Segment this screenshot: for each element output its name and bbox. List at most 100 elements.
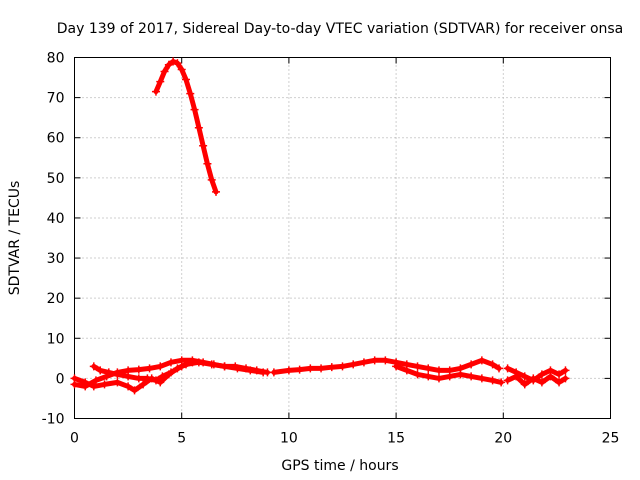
data-point [134, 374, 143, 383]
data-point [467, 372, 476, 381]
data-point [456, 370, 465, 379]
data-point [338, 362, 347, 371]
data-point [467, 360, 476, 369]
data-point [113, 378, 122, 387]
data-point [145, 364, 154, 373]
data-point [349, 360, 358, 369]
x-tick-label: 20 [494, 431, 512, 447]
data-point [246, 366, 255, 375]
x-tick-label: 0 [70, 431, 79, 447]
data-point [100, 380, 109, 389]
data-point [327, 363, 336, 372]
data-point [413, 370, 422, 379]
data-point [259, 368, 268, 377]
data-point [488, 360, 497, 369]
x-tick-label: 10 [280, 431, 298, 447]
series-trace-b [70, 358, 268, 395]
data-point [199, 141, 208, 150]
x-tick-label: 25 [602, 431, 620, 447]
data-point [124, 372, 133, 381]
data-point [477, 374, 486, 383]
plot-frame [74, 57, 611, 419]
data-point [166, 368, 175, 377]
data-point [151, 87, 160, 96]
data-point [160, 67, 169, 76]
data-point [177, 65, 186, 74]
y-axis-title: SDTVAR / TECUs [7, 181, 23, 296]
series-trace-g [503, 372, 570, 389]
data-point [156, 362, 165, 371]
data-point [177, 362, 186, 371]
data-point [359, 358, 368, 367]
y-tick-label: 50 [47, 171, 65, 187]
data-point [295, 365, 304, 374]
data-point [151, 376, 160, 385]
data-point [495, 364, 504, 373]
series-trace-e [392, 362, 506, 387]
data-point [381, 356, 390, 365]
data-point [370, 356, 379, 365]
data-point [537, 378, 546, 387]
y-tick-label: 20 [47, 291, 65, 307]
data-point [503, 364, 512, 373]
data-point [169, 57, 178, 66]
data-point [424, 364, 433, 373]
x-tick-label: 15 [387, 431, 405, 447]
data-point [488, 376, 497, 385]
data-point [89, 362, 98, 371]
data-point [89, 382, 98, 391]
series-trace-c [89, 358, 197, 385]
data-point [143, 374, 152, 383]
data-point [561, 374, 570, 383]
data-point [91, 376, 100, 385]
series-trace [505, 373, 568, 387]
y-tick-label: 80 [47, 51, 65, 67]
chart-title: Day 139 of 2017, Sidereal Day-to-day VTE… [57, 21, 624, 37]
data-point [194, 123, 203, 132]
data-point [164, 60, 173, 69]
data-point [156, 77, 165, 86]
data-point [434, 374, 443, 383]
x-tick-labels: 0 5 10 15 20 25 [70, 431, 619, 447]
data-point [520, 372, 529, 381]
data-point [434, 366, 443, 375]
data-point [424, 372, 433, 381]
data-point [561, 366, 570, 375]
y-tick-label: 0 [56, 371, 65, 387]
grid-lines [74, 57, 611, 419]
data-point [104, 368, 113, 377]
data-point [70, 374, 79, 383]
data-point [477, 356, 486, 365]
y-tick-label: 30 [47, 251, 65, 267]
x-axis-title: GPS time / hours [281, 458, 398, 474]
data-point [233, 364, 242, 373]
data-point [512, 372, 521, 381]
data-point [546, 372, 555, 381]
data-point [537, 370, 546, 379]
data-point [555, 378, 564, 387]
data-point [306, 364, 315, 373]
y-tick-label: 10 [47, 331, 65, 347]
y-tick-label: 40 [47, 211, 65, 227]
data-point [503, 376, 512, 385]
data-point [445, 372, 454, 381]
data-point [402, 366, 411, 375]
y-tick-label: 60 [47, 131, 65, 147]
data-point [134, 365, 143, 374]
data-point [497, 378, 506, 387]
data-point [529, 374, 538, 383]
data-point [207, 360, 216, 369]
data-point [269, 368, 278, 377]
data-point [207, 175, 216, 184]
series-high-arc [151, 57, 221, 196]
data-point [96, 366, 105, 375]
data-point [188, 358, 197, 367]
x-tick-label: 5 [177, 431, 186, 447]
data-point [81, 378, 90, 387]
series-trace [271, 357, 502, 375]
data-point [186, 89, 195, 98]
data-point [220, 362, 229, 371]
data-point [181, 75, 190, 84]
data-point [392, 362, 401, 371]
